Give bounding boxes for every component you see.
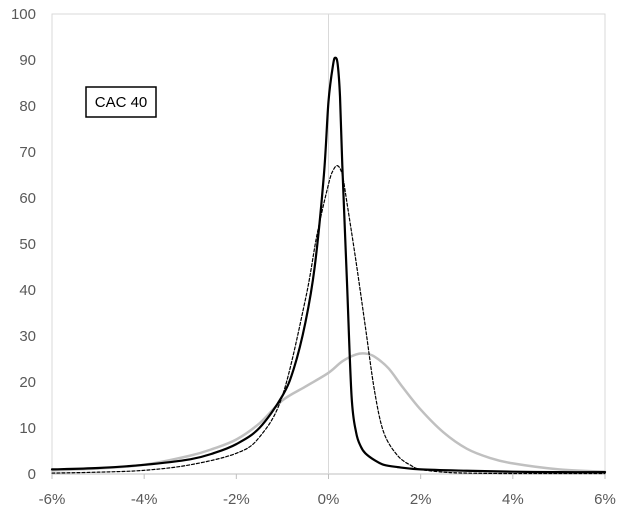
x-tick-label: -4% bbox=[131, 491, 158, 508]
y-tick-label: 100 bbox=[11, 6, 36, 23]
x-tick-label: 6% bbox=[594, 491, 616, 508]
x-tick-label: -6% bbox=[39, 491, 66, 508]
y-tick-label: 90 bbox=[19, 52, 36, 69]
y-tick-label: 50 bbox=[19, 236, 36, 253]
x-tick-label: 2% bbox=[410, 491, 432, 508]
series-line-gray bbox=[50, 352, 607, 473]
y-tick-label: 40 bbox=[19, 282, 36, 299]
y-tick-label: 20 bbox=[19, 374, 36, 391]
annotation-frame bbox=[85, 86, 157, 118]
y-tick-label: 60 bbox=[19, 190, 36, 207]
x-tick-label: 0% bbox=[318, 491, 340, 508]
y-tick-label: 0 bbox=[28, 466, 36, 483]
y-tick-label: 10 bbox=[19, 420, 36, 437]
x-tick-label: 4% bbox=[502, 491, 524, 508]
y-tick-label: 70 bbox=[19, 144, 36, 161]
x-axis-tick-labels: -6% -4% -2% 0% 2% 4% 6% bbox=[39, 474, 616, 508]
y-tick-label: 80 bbox=[19, 98, 36, 115]
y-axis-tick-labels: 0 10 20 30 40 50 60 70 80 90 100 bbox=[11, 6, 36, 483]
annotation-label: CAC 40 bbox=[95, 94, 148, 111]
y-tick-label: 30 bbox=[19, 328, 36, 345]
series-line-black bbox=[50, 56, 607, 474]
x-tick-label: -2% bbox=[223, 491, 250, 508]
series-layer bbox=[50, 56, 607, 475]
annotation-box: CAC 40 bbox=[85, 86, 157, 118]
